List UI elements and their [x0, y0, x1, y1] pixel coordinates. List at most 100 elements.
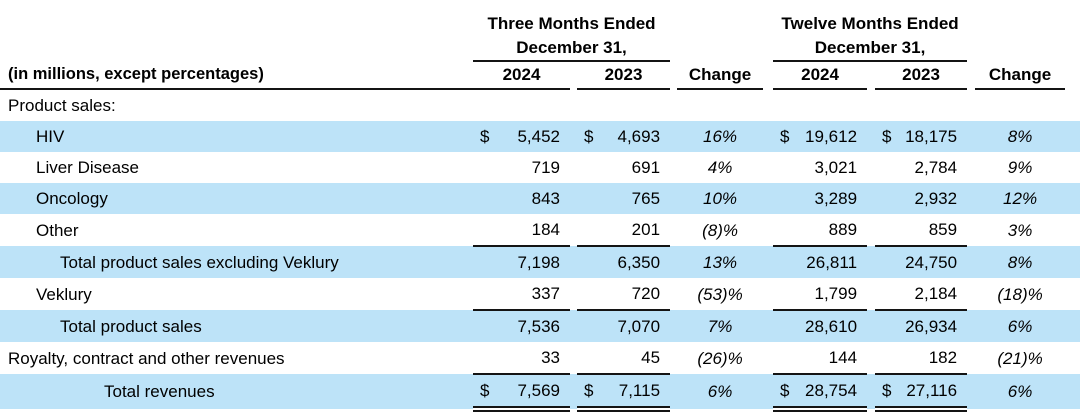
amount-value: 720	[631, 284, 661, 303]
row-label: Other	[36, 220, 79, 240]
group-line-1: Twelve Months Ended	[781, 14, 959, 33]
dollar-sign: $	[882, 127, 892, 146]
row-label: Oncology	[0, 183, 473, 214]
table-row-oncology: Oncology 843 765 10% 3,289 2,932 12%	[0, 183, 1080, 214]
row-label: Royalty, contract and other revenues	[8, 348, 285, 368]
col-header-3m-2024: 2024	[473, 61, 570, 90]
amount-3m-2024: 843	[473, 183, 570, 214]
amount-value: 18,175	[905, 127, 958, 146]
amount-value: 2,184	[914, 284, 958, 303]
amount-value: 28,754	[805, 381, 858, 400]
amount-3m-2024: $7,569	[473, 374, 570, 412]
amount-value: 24,750	[905, 253, 958, 272]
row-label: Total revenues	[0, 374, 473, 409]
amount-12m-2023: 26,934	[875, 310, 968, 342]
col-header-12m-2024: 2024	[773, 61, 868, 90]
amount-12m-2023: $27,116	[875, 374, 968, 412]
amount-value: 201	[631, 220, 661, 239]
amount-12m-2024: 889	[773, 214, 868, 247]
amount-12m-2024: 3,289	[773, 183, 868, 214]
amount-value: 28,610	[805, 317, 858, 336]
group-line-2: December 31,	[516, 38, 627, 57]
amount-value: 26,811	[806, 253, 858, 272]
change-12m: 6%	[975, 374, 1066, 409]
period-header-row: (in millions, except percentages) Three …	[0, 0, 1080, 90]
column-header-row: 2024 2023 Change 2024 2023 Change	[0, 61, 1080, 90]
amount-value: 889	[828, 220, 858, 239]
amount-value: 4,693	[617, 127, 661, 146]
twelve-months-group-header: Twelve Months Ended December 31,	[773, 0, 968, 62]
amount-12m-2023: 24,750	[875, 246, 968, 278]
change-3m: 7%	[677, 310, 764, 342]
table-row-total-excluding-veklury: Total product sales excluding Veklury 7,…	[0, 246, 1080, 278]
row-label: Liver Disease	[36, 158, 139, 177]
amount-value: 7,115	[618, 381, 661, 400]
amount-12m-2023: $18,175	[875, 121, 968, 152]
amount-12m-2023: 2,184	[875, 278, 968, 311]
change-12m: (21)%	[997, 348, 1043, 368]
amount-3m-2024: 7,198	[473, 246, 570, 278]
amount-value: 719	[531, 158, 560, 177]
col-header-12m-2023: 2023	[875, 61, 968, 90]
amount-value: 3,289	[814, 189, 858, 208]
amount-value: 7,569	[517, 381, 560, 400]
amount-3m-2024: 184	[473, 214, 570, 247]
amount-value: 7,198	[517, 253, 560, 272]
change-12m: 8%	[975, 246, 1066, 278]
amount-3m-2023: 765	[577, 183, 671, 214]
dollar-sign: $	[780, 381, 790, 400]
amount-value: 5,452	[517, 127, 560, 146]
amount-3m-2023: 6,350	[577, 246, 671, 278]
dollar-sign: $	[584, 381, 594, 400]
amount-3m-2023: $7,115	[577, 374, 671, 412]
table-row-product-sales-heading: Product sales:	[0, 89, 1080, 121]
amount-value: 1,799	[814, 284, 858, 303]
amount-3m-2023: 201	[577, 214, 671, 247]
amount-3m-2023: 720	[577, 278, 671, 311]
amount-value: 7,070	[617, 317, 661, 336]
amount-value: 19,612	[805, 127, 858, 146]
header-spacer	[967, 0, 1080, 61]
amount-value: 3,021	[814, 158, 858, 177]
col-header-3m-change: Change	[677, 61, 764, 90]
amount-12m-2024: 144	[773, 342, 868, 375]
table-row-hiv: HIV $5,452 $4,693 16% $19,612 $18,175 8%	[0, 121, 1080, 152]
dollar-sign: $	[584, 127, 594, 146]
amount-3m-2023: 7,070	[577, 310, 671, 342]
amount-12m-2024: 3,021	[773, 152, 867, 183]
amount-value: 144	[828, 348, 858, 367]
amount-value: 765	[631, 189, 661, 208]
change-3m: 4%	[707, 158, 733, 177]
table-row-other: Other 184 201 (8)% 889 859 3%	[0, 214, 1080, 247]
three-months-group-header: Three Months Ended December 31,	[473, 0, 671, 62]
row-label: Total product sales excluding Veklury	[0, 246, 473, 278]
header-spacer	[670, 0, 773, 61]
amount-12m-2023: 2,932	[875, 183, 968, 214]
amount-3m-2023: 691	[577, 152, 670, 183]
change-12m: 12%	[975, 183, 1066, 214]
amount-value: 2,932	[914, 189, 958, 208]
amount-12m-2024: 28,610	[773, 310, 868, 342]
row-label: HIV	[0, 121, 473, 152]
table-row-veklury: Veklury 337 720 (53)% 1,799 2,184 (18)%	[0, 278, 1080, 311]
amount-value: 859	[928, 220, 958, 239]
amount-12m-2024: $19,612	[773, 121, 868, 152]
amount-12m-2024: $28,754	[773, 374, 868, 412]
table-row-royalty-contract-other: Royalty, contract and other revenues 33 …	[0, 342, 1080, 375]
amount-3m-2023: $4,693	[577, 121, 671, 152]
dollar-sign: $	[882, 381, 892, 400]
change-3m: 16%	[677, 121, 764, 152]
col-header-3m-2023: 2023	[577, 61, 671, 90]
amount-3m-2024: $5,452	[473, 121, 570, 152]
amount-12m-2024: 26,811	[773, 246, 868, 278]
change-3m: (53)%	[697, 284, 743, 304]
group-line-1: Three Months Ended	[487, 14, 656, 33]
table-row-total-revenues: Total revenues $7,569 $7,115 6% $28,754 …	[0, 374, 1080, 412]
amount-value: 843	[531, 189, 560, 208]
table-row-liver-disease: Liver Disease 719 691 4% 3,021 2,784 9%	[0, 152, 1080, 183]
change-3m: 10%	[677, 183, 764, 214]
amount-3m-2023: 45	[577, 342, 671, 375]
change-3m: (26)%	[697, 348, 743, 368]
amount-12m-2023: 2,784	[875, 152, 967, 183]
